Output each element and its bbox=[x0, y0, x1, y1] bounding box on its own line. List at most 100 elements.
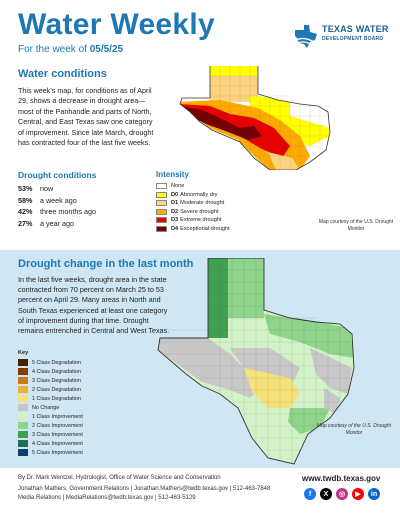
key-swatch bbox=[18, 422, 28, 429]
key-swatch bbox=[18, 440, 28, 447]
intensity-code: D4 bbox=[171, 225, 179, 232]
key-item: 3 Class Degradation bbox=[18, 376, 138, 385]
intensity-label: Severe drought bbox=[180, 208, 219, 215]
texas-star-icon bbox=[295, 25, 317, 48]
key-label: 1 Class Improvement bbox=[32, 413, 83, 420]
intensity-item: None bbox=[156, 182, 266, 191]
intensity-swatch bbox=[156, 183, 167, 190]
key-swatch bbox=[18, 431, 28, 438]
intensity-code: D2 bbox=[171, 208, 179, 215]
twdb-logo[interactable]: TEXAS WATER DEVELOPMENT BOARD bbox=[292, 22, 392, 52]
intensity-swatch bbox=[156, 225, 167, 232]
key-swatch bbox=[18, 386, 28, 393]
intensity-label: Extreme drought bbox=[180, 217, 222, 224]
intensity-item: D0 Abnormally dry bbox=[156, 191, 266, 200]
key-label: 4 Class Degradation bbox=[32, 368, 81, 375]
week-line: For the week of 05/5/25 bbox=[18, 44, 123, 55]
key-item: 1 Class Degradation bbox=[18, 394, 138, 403]
social-links: f X ◎ ▶ in bbox=[304, 488, 380, 500]
change-key: Key 5 Class Degradation 4 Class Degradati… bbox=[18, 350, 138, 457]
intensity-item: D2 Severe drought bbox=[156, 208, 266, 217]
key-label: 3 Class Improvement bbox=[32, 431, 83, 438]
intensity-swatch bbox=[156, 208, 167, 215]
intensity-item: D4 Exceptional drought bbox=[156, 225, 266, 234]
intensity-label: Exceptional drought bbox=[180, 225, 230, 232]
contact-media-relations[interactable]: Media Relations | MediaRelations@twdb.te… bbox=[18, 495, 196, 501]
contact-government-relations[interactable]: Jonathan Mathers, Government Relations |… bbox=[18, 486, 271, 492]
key-swatch bbox=[18, 368, 28, 375]
key-swatch bbox=[18, 377, 28, 384]
intensity-code: D0 bbox=[171, 191, 179, 198]
website-link[interactable]: www.twdb.texas.gov bbox=[302, 474, 381, 483]
map-credit: Map courtesy of the U.S. Drought Monitor bbox=[318, 219, 394, 232]
water-conditions-body: This week's map, for conditions as of Ap… bbox=[18, 86, 154, 148]
key-label: 5 Class Degradation bbox=[32, 359, 81, 366]
intensity-label: None bbox=[171, 183, 185, 190]
drought-change-heading: Drought change in the last month bbox=[18, 258, 194, 270]
key-swatch bbox=[18, 413, 28, 420]
intensity-item: D1 Moderate drought bbox=[156, 199, 266, 208]
key-label: 5 Class Improvement bbox=[32, 449, 83, 456]
drought-stats: 53% now 58% a week ago 42% three months ago… bbox=[18, 183, 148, 229]
key-item: 5 Class Degradation bbox=[18, 358, 138, 367]
stat-row-year-ago: 27% a year ago bbox=[18, 218, 148, 230]
footer bbox=[0, 468, 400, 517]
key-item: 5 Class Improvement bbox=[18, 448, 138, 457]
key-label: No Change bbox=[32, 404, 60, 411]
key-item: 4 Class Degradation bbox=[18, 367, 138, 376]
map-credit-2: Map courtesy of the U.S. Drought Monitor bbox=[316, 423, 392, 436]
key-label: 3 Class Degradation bbox=[32, 377, 81, 384]
stat-row-week-ago: 58% a week ago bbox=[18, 195, 148, 207]
drought-change-body: In the last five weeks, drought area in … bbox=[18, 275, 170, 336]
intensity-legend: Intensity None D0 Abnormally dry D1 Moderate… bbox=[156, 170, 266, 233]
stat-label: three months ago bbox=[40, 207, 96, 216]
key-swatch bbox=[18, 395, 28, 402]
intensity-code: D3 bbox=[171, 217, 179, 224]
key-swatch bbox=[18, 404, 28, 411]
stat-pct: 42% bbox=[18, 207, 33, 216]
linkedin-icon[interactable]: in bbox=[368, 488, 380, 500]
logo-line2: DEVELOPMENT BOARD bbox=[322, 36, 384, 42]
intensity-heading: Intensity bbox=[156, 170, 189, 179]
key-label: 2 Class Improvement bbox=[32, 422, 83, 429]
intensity-swatch bbox=[156, 200, 167, 207]
youtube-icon[interactable]: ▶ bbox=[352, 488, 364, 500]
key-item: No Change bbox=[18, 403, 138, 412]
water-conditions-heading: Water conditions bbox=[18, 68, 107, 80]
key-item: 3 Class Improvement bbox=[18, 430, 138, 439]
stat-label: a week ago bbox=[40, 195, 77, 205]
key-item: 4 Class Improvement bbox=[18, 439, 138, 448]
header: Water Weekly For the week of 05/5/25 TEX… bbox=[0, 0, 400, 64]
stat-row-now: 53% now bbox=[18, 183, 148, 195]
intensity-code: D1 bbox=[171, 200, 179, 207]
key-item: 2 Class Improvement bbox=[18, 421, 138, 430]
key-heading: Key bbox=[18, 350, 29, 356]
byline: By Dr. Mark Wentzel, Hydrologist, Office… bbox=[18, 475, 221, 481]
intensity-swatch bbox=[156, 191, 167, 198]
stat-pct: 27% bbox=[18, 218, 33, 228]
page-title: Water Weekly bbox=[18, 8, 216, 41]
key-item: 2 Class Degradation bbox=[18, 385, 138, 394]
instagram-icon[interactable]: ◎ bbox=[336, 488, 348, 500]
stat-label: a year ago bbox=[40, 218, 74, 228]
week-prefix: For the week of bbox=[18, 44, 90, 55]
water-conditions-section bbox=[0, 64, 400, 250]
intensity-swatch bbox=[156, 217, 167, 224]
facebook-icon[interactable]: f bbox=[304, 488, 316, 500]
intensity-label: Abnormally dry bbox=[180, 191, 218, 198]
key-label: 2 Class Degradation bbox=[32, 386, 81, 393]
x-icon[interactable]: X bbox=[320, 488, 332, 500]
stat-row-three-months: 42% three months ago bbox=[18, 206, 148, 218]
stat-pct: 58% bbox=[18, 195, 33, 205]
drought-conditions-heading: Drought conditions bbox=[18, 170, 97, 180]
key-item: 1 Class Improvement bbox=[18, 412, 138, 421]
stat-pct: 53% bbox=[18, 184, 33, 193]
week-date: 05/5/25 bbox=[89, 44, 124, 55]
intensity-item: D3 Extreme drought bbox=[156, 216, 266, 225]
logo-line1: TEXAS WATER bbox=[322, 24, 389, 34]
intensity-label: Moderate drought bbox=[180, 200, 225, 207]
drought-monitor-map bbox=[179, 66, 331, 170]
stat-label: now bbox=[40, 184, 54, 193]
drought-change-map bbox=[157, 258, 355, 465]
key-swatch bbox=[18, 359, 28, 366]
